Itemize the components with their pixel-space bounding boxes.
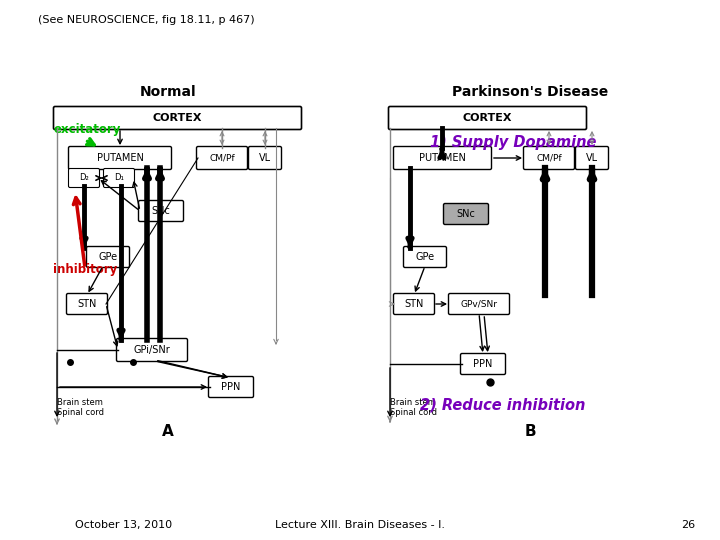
Text: Lecture XIII. Brain Diseases - I.: Lecture XIII. Brain Diseases - I. xyxy=(275,520,445,530)
Text: GPv/SNr: GPv/SNr xyxy=(461,300,498,308)
Text: PUTAMEN: PUTAMEN xyxy=(96,153,143,163)
FancyBboxPatch shape xyxy=(68,168,99,187)
FancyBboxPatch shape xyxy=(53,106,302,130)
Text: SNc: SNc xyxy=(456,209,475,219)
Text: CM/Pf: CM/Pf xyxy=(210,153,235,163)
Text: GPe: GPe xyxy=(99,252,117,262)
FancyBboxPatch shape xyxy=(389,106,587,130)
FancyBboxPatch shape xyxy=(461,354,505,375)
FancyBboxPatch shape xyxy=(68,146,171,170)
FancyBboxPatch shape xyxy=(197,146,248,170)
FancyBboxPatch shape xyxy=(117,339,187,361)
Text: GPe: GPe xyxy=(415,252,435,262)
Text: PPN: PPN xyxy=(473,359,492,369)
FancyBboxPatch shape xyxy=(444,204,488,225)
Text: 26: 26 xyxy=(681,520,695,530)
FancyBboxPatch shape xyxy=(248,146,282,170)
FancyBboxPatch shape xyxy=(209,376,253,397)
Text: October 13, 2010: October 13, 2010 xyxy=(75,520,172,530)
Text: Spinal cord: Spinal cord xyxy=(57,408,104,417)
Text: SNc: SNc xyxy=(152,206,171,216)
Text: PUTAMEN: PUTAMEN xyxy=(419,153,466,163)
Text: inhibitory: inhibitory xyxy=(53,264,117,276)
FancyBboxPatch shape xyxy=(523,146,575,170)
Text: CM/Pf: CM/Pf xyxy=(536,153,562,163)
FancyBboxPatch shape xyxy=(86,246,130,267)
Text: excitatory: excitatory xyxy=(53,124,120,137)
Text: VL: VL xyxy=(586,153,598,163)
Text: D₁: D₁ xyxy=(114,173,124,183)
Text: Normal: Normal xyxy=(140,85,197,99)
FancyBboxPatch shape xyxy=(138,200,184,221)
Text: B: B xyxy=(524,424,536,439)
Text: (See NEUROSCIENCE, fig 18.11, p 467): (See NEUROSCIENCE, fig 18.11, p 467) xyxy=(38,15,255,25)
FancyBboxPatch shape xyxy=(394,146,492,170)
FancyBboxPatch shape xyxy=(403,246,446,267)
Text: STN: STN xyxy=(77,299,96,309)
FancyBboxPatch shape xyxy=(449,294,510,314)
FancyBboxPatch shape xyxy=(394,294,434,314)
Text: 1) Supply Dopamine: 1) Supply Dopamine xyxy=(430,134,596,150)
Text: A: A xyxy=(162,424,174,439)
Text: D₂: D₂ xyxy=(79,173,89,183)
Text: CORTEX: CORTEX xyxy=(153,113,202,123)
Text: VL: VL xyxy=(259,153,271,163)
FancyBboxPatch shape xyxy=(575,146,608,170)
FancyBboxPatch shape xyxy=(66,294,107,314)
Text: 2) Reduce inhibition: 2) Reduce inhibition xyxy=(420,398,585,413)
Text: GPi/SNr: GPi/SNr xyxy=(134,345,171,355)
FancyBboxPatch shape xyxy=(104,168,135,187)
Text: STN: STN xyxy=(405,299,423,309)
Text: PPN: PPN xyxy=(221,382,240,392)
Text: CORTEX: CORTEX xyxy=(463,113,512,123)
Text: Parkinson's Disease: Parkinson's Disease xyxy=(452,85,608,99)
Text: Brain stem: Brain stem xyxy=(390,398,436,407)
Text: Spinal cord: Spinal cord xyxy=(390,408,437,417)
Text: Brain stem: Brain stem xyxy=(57,398,103,407)
